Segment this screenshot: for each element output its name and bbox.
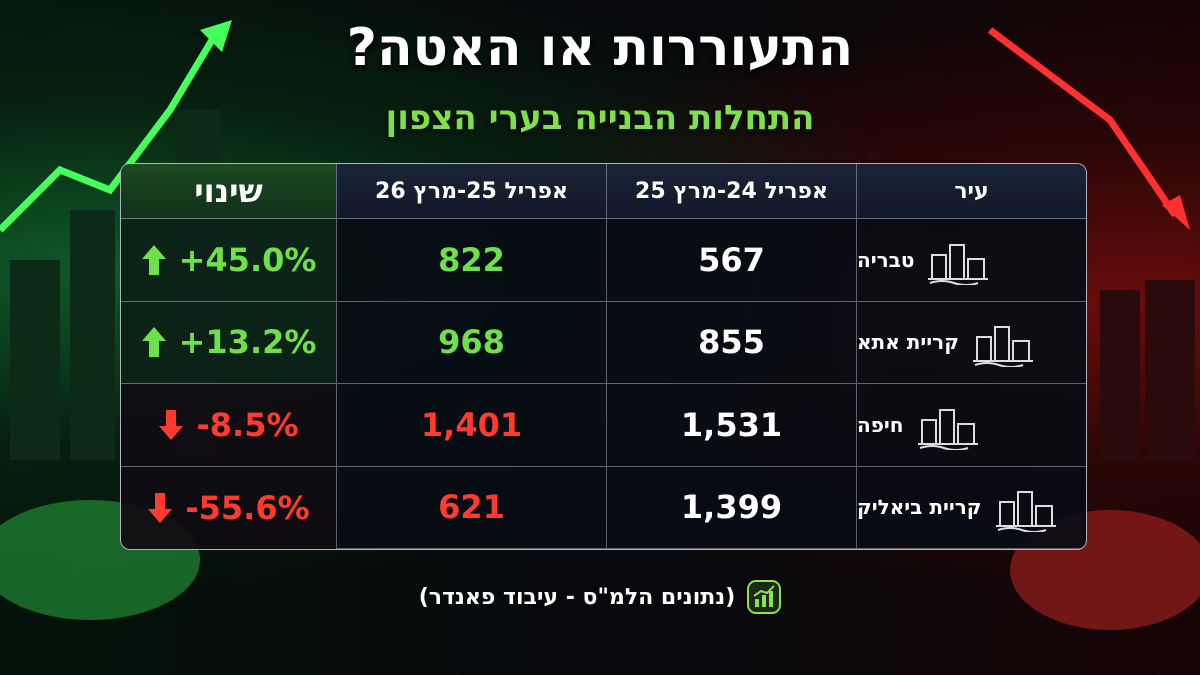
down-trend-arrow (987, 27, 1178, 217)
change-cell: +13.2% (121, 301, 336, 384)
source: (נתונים הלמ"ס - עיבוד פאנדר) (418, 584, 736, 610)
right-skyline (1100, 280, 1195, 460)
city-icon (995, 491, 1056, 533)
value-prev: 1,399 (606, 466, 856, 549)
value-prev: 1,531 (606, 384, 856, 467)
value-current: 1,401 (336, 384, 606, 467)
city-name: קריית ביאליק (857, 495, 982, 520)
arrow-head (1162, 195, 1190, 230)
city-name: טבריה (857, 247, 915, 272)
change-value: +45.0% (178, 240, 317, 279)
table: עיר אפריל 24-מרץ 25 אפריל 25-מרץ 26 שינוי טב… (120, 163, 1087, 550)
change-cell: -55.6% (121, 466, 336, 549)
city-cell: קריית ביאליק (856, 466, 1086, 549)
change-value: -8.5% (196, 405, 299, 444)
column-header: אפריל 24-מרץ 25 (606, 164, 856, 219)
city-icon (972, 326, 1033, 368)
value-current: 968 (336, 301, 606, 384)
city-name: קריית אתא (857, 330, 959, 355)
footer: (נתונים הלמ"ס - עיבוד פאנדר) (0, 580, 1200, 614)
column-header: אפריל 25-מרץ 26 (336, 164, 606, 219)
value-prev: 567 (606, 219, 856, 302)
city-icon (917, 408, 978, 450)
arrow-up (141, 244, 166, 275)
arrow-down (159, 409, 184, 440)
change-cell: +45.0% (121, 219, 336, 302)
arrow-down (148, 492, 173, 523)
city-icon (928, 243, 989, 285)
city-cell: קריית אתא (856, 301, 1086, 384)
city-cell: טבריה (856, 219, 1086, 302)
title: התעוררות או האטה? (346, 18, 854, 78)
value-prev: 855 (606, 301, 856, 384)
column-header: שינוי (121, 164, 336, 219)
change-cell: -8.5% (121, 384, 336, 467)
value-current: 822 (336, 219, 606, 302)
city-name: חיפה (857, 412, 904, 437)
change-value: -55.6% (185, 488, 310, 527)
change-value: +13.2% (178, 323, 317, 362)
up-trend-arrow (0, 33, 219, 233)
chart-icon (747, 580, 782, 614)
subtitle: התחלות הבנייה בערי הצפון (385, 98, 815, 138)
arrow-up (141, 327, 166, 358)
column-header: עיר (856, 164, 1086, 219)
value-current: 621 (336, 466, 606, 549)
city-cell: חיפה (856, 384, 1086, 467)
arrow-head (200, 20, 232, 52)
